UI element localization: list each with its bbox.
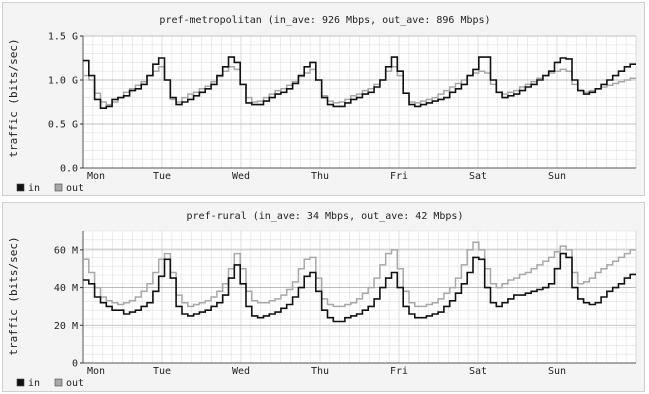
y-tick-label: 0.5 G — [48, 120, 78, 131]
x-tick-label: Mon — [87, 366, 105, 377]
legend-label-out: out — [66, 378, 84, 389]
x-tick-label: Wed — [232, 171, 250, 182]
y-tick-label: 0 — [72, 359, 78, 370]
y-axis-label: traffic (bits/sec) — [7, 38, 20, 157]
legend-swatch-in — [16, 183, 25, 192]
chart-panel-rural: pref-rural (in_ave: 34 Mbps, out_ave: 42… — [2, 202, 645, 392]
y-ticks: 0 20 M 40 M 60 M — [54, 245, 83, 370]
series-line-in — [83, 56, 636, 109]
x-tick-label: Tue — [153, 366, 171, 377]
x-tick-label: Mon — [87, 171, 105, 182]
legend-swatch-in — [16, 378, 25, 387]
x-tick-label: Wed — [232, 366, 250, 377]
y-tick-label: 1.0 G — [48, 76, 78, 87]
legend: in out — [16, 378, 84, 389]
y-tick-label: 60 M — [54, 245, 78, 256]
grid — [82, 35, 637, 169]
y-axis-label: traffic (bits/sec) — [7, 236, 20, 355]
legend-label-in: in — [28, 183, 40, 194]
x-tick-label: Sat — [469, 366, 487, 377]
x-tick-label: Fri — [390, 366, 408, 377]
series-line-out — [83, 241, 636, 308]
y-ticks: 0.0 0.5 G 1.0 G 1.5 G — [48, 32, 83, 175]
series-group — [83, 56, 636, 109]
chart-rural: pref-rural (in_ave: 34 Mbps, out_ave: 42… — [7, 211, 637, 389]
x-tick-label: Fri — [390, 171, 408, 182]
grid — [82, 230, 637, 364]
legend-label-out: out — [66, 183, 84, 194]
x-tick-label: Thu — [311, 366, 329, 377]
y-tick-label: 20 M — [54, 321, 78, 332]
x-tick-label: Sun — [548, 366, 566, 377]
x-ticks: Mon Tue Wed Thu Fri Sat Sun — [87, 171, 566, 182]
series-line-in — [83, 252, 636, 323]
legend-swatch-out — [54, 378, 63, 387]
series-group — [83, 241, 636, 323]
x-tick-label: Thu — [311, 171, 329, 182]
legend-swatch-out — [54, 183, 63, 192]
chart-metropolitan: pref-metropolitan (in_ave: 926 Mbps, out… — [7, 15, 637, 194]
y-tick-label: 0.0 — [60, 164, 78, 175]
x-tick-label: Sat — [469, 171, 487, 182]
chart-title: pref-metropolitan (in_ave: 926 Mbps, out… — [159, 15, 490, 26]
y-tick-label: 1.5 G — [48, 32, 78, 43]
x-tick-label: Tue — [153, 171, 171, 182]
chart-panel-metropolitan: pref-metropolitan (in_ave: 926 Mbps, out… — [2, 2, 645, 196]
legend-label-in: in — [28, 378, 40, 389]
chart-title: pref-rural (in_ave: 34 Mbps, out_ave: 42… — [187, 211, 464, 222]
x-tick-label: Sun — [548, 171, 566, 182]
x-ticks: Mon Tue Wed Thu Fri Sat Sun — [87, 366, 566, 377]
legend: in out — [16, 183, 84, 194]
y-tick-label: 40 M — [54, 283, 78, 294]
